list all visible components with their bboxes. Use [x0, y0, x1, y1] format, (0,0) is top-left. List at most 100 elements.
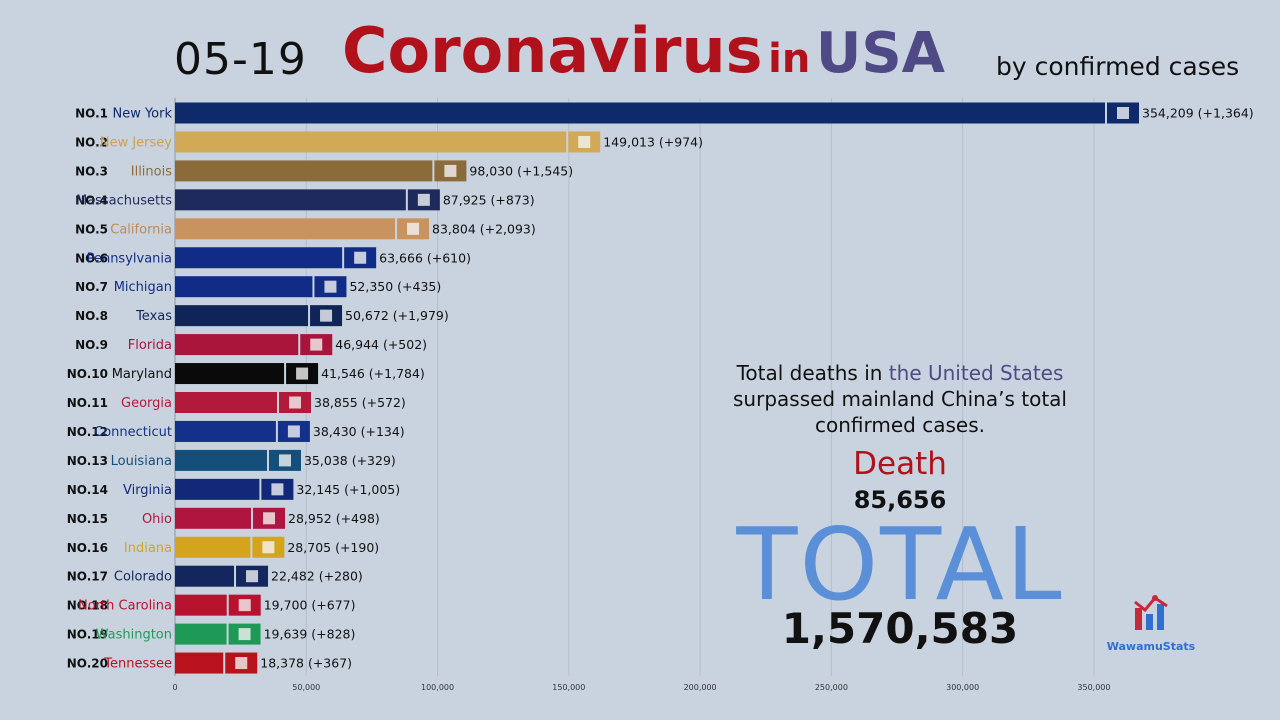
state-label: Colorado	[114, 570, 172, 585]
bar	[175, 623, 227, 645]
state-label: North Carolina	[78, 599, 172, 614]
date-label: 05-19	[174, 34, 307, 85]
flag-emblem	[246, 570, 259, 583]
bar	[175, 536, 251, 558]
x-tick-label: 150,000	[552, 683, 585, 692]
bar	[175, 334, 299, 356]
rank-label: NO.5	[75, 222, 108, 236]
state-label: Texas	[135, 309, 172, 324]
chart-subtitle: by confirmed cases	[996, 52, 1240, 81]
state-label: Georgia	[121, 396, 172, 411]
state-label: Tennessee	[103, 657, 172, 672]
wawamustats-logo: WawamuStats	[1104, 590, 1198, 653]
bar	[175, 565, 235, 587]
value-label: 32,145 (+1,005)	[296, 482, 400, 497]
bar	[175, 131, 567, 153]
rank-label: NO.12	[67, 425, 108, 439]
rank-label: NO.11	[67, 396, 108, 410]
bar	[175, 363, 285, 385]
rank-label: NO.6	[75, 251, 108, 265]
state-label: New York	[112, 107, 172, 122]
flag-emblem	[310, 338, 323, 351]
state-label: Virginia	[123, 483, 172, 498]
bar	[175, 507, 252, 529]
title-country: USA	[815, 21, 946, 86]
x-tick-label: 300,000	[946, 683, 979, 692]
rank-label: NO.2	[75, 135, 108, 149]
flag-emblem	[324, 280, 337, 293]
value-label: 28,705 (+190)	[287, 540, 379, 555]
bar	[175, 305, 309, 327]
x-tick-label: 200,000	[684, 683, 717, 692]
bar	[175, 420, 276, 442]
value-label: 38,430 (+134)	[313, 424, 405, 439]
bar	[175, 218, 396, 240]
state-label: Massachusetts	[76, 193, 172, 208]
state-label: Illinois	[131, 164, 172, 179]
bar	[175, 102, 1105, 124]
logo-icon	[1134, 595, 1168, 630]
bar	[175, 392, 278, 413]
state-label: Connecticut	[94, 425, 172, 440]
flag-emblem	[263, 512, 276, 525]
value-label: 19,639 (+828)	[264, 627, 356, 642]
title-coronavirus: Coronavirus	[342, 14, 763, 87]
bar	[175, 189, 406, 211]
value-label: 63,666 (+610)	[379, 250, 471, 265]
state-label: Pennsylvania	[87, 251, 172, 266]
rank-label: NO.7	[75, 280, 108, 294]
note-part2: the United States	[888, 361, 1064, 385]
flag-emblem	[235, 657, 248, 670]
value-label: 52,350 (+435)	[349, 279, 441, 294]
state-label: Washington	[96, 628, 172, 643]
value-label: 87,925 (+873)	[443, 192, 535, 207]
rank-label: NO.20	[67, 657, 108, 671]
bar	[175, 449, 267, 471]
state-label: New Jersey	[100, 135, 172, 150]
value-label: 35,038 (+329)	[304, 453, 396, 468]
rank-label: NO.8	[75, 309, 108, 323]
x-tick-label: 0	[172, 683, 177, 692]
x-tick-label: 50,000	[292, 683, 320, 692]
value-label: 149,013 (+974)	[603, 134, 703, 149]
value-label: 41,546 (+1,784)	[321, 366, 425, 381]
bar	[175, 652, 224, 674]
value-label: 38,855 (+572)	[314, 395, 406, 410]
state-label: Florida	[128, 338, 172, 353]
flag-emblem	[238, 599, 251, 612]
flag-emblem	[407, 222, 420, 235]
total-value: 1,570,583	[781, 604, 1019, 653]
flag-emblem	[238, 628, 251, 641]
rank-label: NO.19	[67, 628, 108, 642]
x-tick-label: 250,000	[815, 683, 848, 692]
value-label: 18,378 (+367)	[260, 656, 352, 671]
flag-emblem	[271, 483, 284, 496]
logo-text: WawamuStats	[1106, 640, 1196, 653]
note-part1: Total deaths in	[736, 361, 883, 385]
value-label: 354,209 (+1,364)	[1142, 106, 1254, 121]
note-part3: surpassed mainland China’s total confirm…	[733, 387, 1067, 437]
value-label: 19,700 (+677)	[264, 598, 356, 613]
death-label: Death	[853, 446, 947, 482]
rank-label: NO.9	[75, 338, 108, 352]
title-in: in	[768, 36, 811, 82]
rank-label: NO.3	[75, 164, 108, 178]
flag-emblem	[262, 541, 275, 554]
flag-emblem	[287, 425, 300, 438]
bar	[175, 160, 433, 182]
flag-emblem	[578, 135, 591, 148]
state-label: Louisiana	[111, 454, 172, 469]
death-value: 85,656	[853, 486, 947, 514]
state-label: Ohio	[142, 512, 172, 527]
flag-emblem	[320, 309, 333, 322]
rank-label: NO.13	[67, 454, 108, 468]
flag-emblem	[289, 396, 302, 409]
rank-label: NO.18	[67, 599, 108, 613]
flag-emblem	[296, 367, 309, 380]
chart-title: Coronavirus in USA	[342, 14, 945, 87]
rank-label: NO.10	[67, 367, 108, 381]
total-label: TOTAL	[736, 506, 1064, 623]
bar	[175, 478, 260, 500]
flag-emblem	[278, 454, 291, 467]
